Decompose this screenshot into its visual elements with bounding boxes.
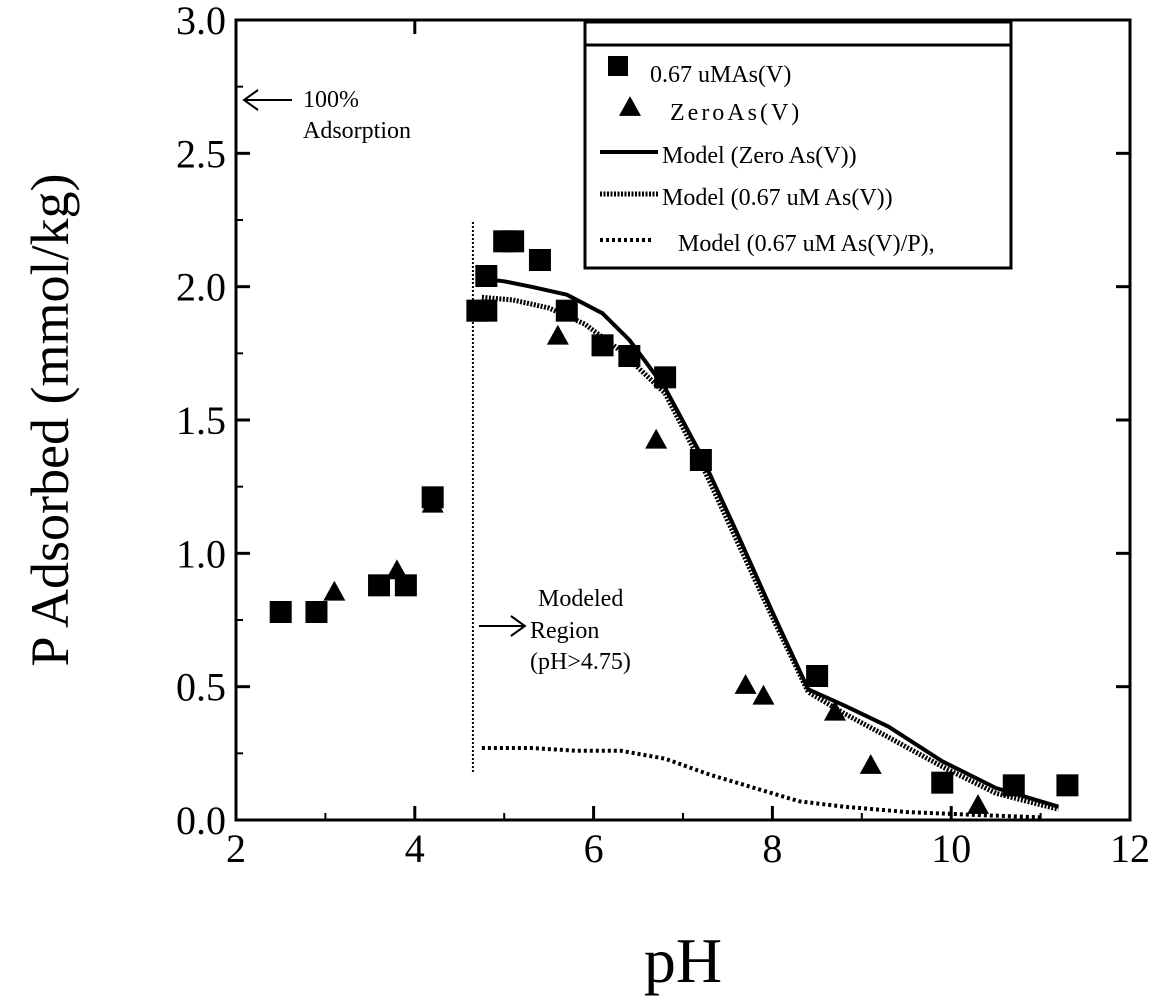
y-tick-label-0: 0.0	[176, 798, 226, 843]
square-point-9	[502, 230, 525, 253]
y-tick-label-4: 2.0	[176, 265, 226, 310]
square-point-15	[689, 449, 712, 471]
square-point-12	[591, 334, 614, 357]
y-axis-title: P Adsorbed (mmol/kg)	[20, 174, 80, 667]
square-point-0	[269, 601, 292, 623]
square-point-14	[654, 366, 677, 389]
x-tick-label-0: 2	[226, 826, 246, 871]
x-tick-label-5: 12	[1110, 826, 1150, 871]
series	[269, 230, 1079, 820]
annotation-ph-threshold: (pH>4.75)	[530, 649, 631, 675]
modeled-arrow-head	[510, 615, 527, 637]
axis-titles: pH P Adsorbed (mmol/kg)	[20, 174, 722, 997]
triangle-point-8	[859, 754, 882, 774]
legend-label-4: Model (0.67 uM As(V)/P),	[678, 231, 935, 257]
legend-label-1: ZeroAs(V)	[670, 100, 802, 126]
square-point-2	[368, 574, 391, 597]
x-tick-label-4: 10	[931, 826, 971, 871]
y-tick-label-5: 2.5	[176, 131, 226, 176]
legend-symbol-square	[608, 56, 628, 76]
square-point-17	[931, 771, 954, 794]
y-tick-label-2: 1.0	[176, 531, 226, 576]
y-tick-label-3: 1.5	[176, 398, 226, 443]
triangle-point-2	[421, 492, 444, 513]
annotation-region: Region	[530, 618, 599, 644]
series-line-3	[481, 294, 1060, 812]
square-point-10	[528, 249, 551, 271]
triangle-point-0	[323, 580, 346, 601]
series-line-4	[481, 746, 1041, 820]
triangle-point-5	[734, 674, 757, 694]
series-line-2	[481, 276, 1060, 809]
square-point-3	[394, 574, 417, 597]
triangle-point-4	[645, 428, 668, 449]
triangle-point-3	[546, 324, 569, 345]
legend-label-0: 0.67 uMAs(V)	[650, 62, 791, 88]
triangle-point-6	[752, 684, 775, 705]
legend: 0.67 uMAs(V) ZeroAs(V) Model (Zero As(V)…	[583, 20, 1013, 270]
x-tick-label-3: 8	[762, 826, 782, 871]
x-axis-title: pH	[644, 925, 722, 996]
annotations: 100% Adsorption Modeled Region (pH>4.75)	[242, 87, 631, 772]
annotation-100-percent: 100%	[303, 87, 359, 113]
square-point-18	[1002, 774, 1025, 797]
legend-label-3: Model (0.67 uM As(V))	[662, 185, 893, 211]
square-point-19	[1056, 774, 1079, 797]
legend-label-2: Model (Zero As(V))	[662, 143, 857, 169]
square-point-11	[555, 299, 578, 322]
y-tick-label-1: 0.5	[176, 665, 226, 710]
annotation-modeled: Modeled	[538, 586, 623, 612]
square-point-1	[305, 601, 328, 623]
triangle-point-7	[823, 700, 846, 721]
triangle-point-9	[967, 794, 990, 814]
square-point-6	[475, 299, 498, 322]
square-point-13	[618, 345, 641, 367]
ticks: 2 4 6 8 10 12 0.0 0.5 1.0 1.5 2.0 2.5 3.0	[176, 0, 1150, 871]
x-tick-label-1: 4	[405, 826, 425, 871]
adsorption-arrow-head	[242, 89, 259, 111]
square-point-16	[806, 665, 829, 687]
annotation-adsorption: Adsorption	[303, 118, 411, 144]
legend-symbol-triangle	[619, 96, 641, 116]
square-point-7	[475, 265, 498, 287]
y-tick-label-6: 3.0	[176, 0, 226, 43]
legend-box	[583, 20, 1013, 270]
x-tick-label-2: 6	[584, 826, 604, 871]
triangle-point-1	[385, 559, 408, 580]
